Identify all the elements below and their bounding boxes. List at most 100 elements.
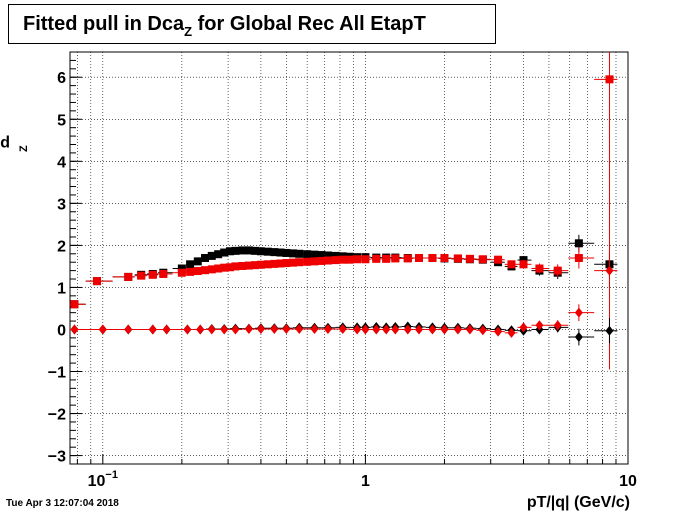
- square-point: [207, 265, 216, 274]
- diamond-point: [124, 324, 133, 335]
- data-marks: [70, 52, 618, 370]
- square-point: [331, 256, 340, 265]
- square-point: [276, 248, 285, 257]
- square-point: [323, 256, 332, 265]
- diamond-point: [453, 324, 462, 335]
- diamond-point: [70, 324, 79, 335]
- diamond-point: [465, 324, 474, 335]
- square-point: [507, 260, 516, 269]
- square-point: [201, 266, 210, 275]
- square-point: [251, 261, 260, 270]
- diamond-point: [519, 322, 528, 333]
- square-point: [124, 272, 133, 281]
- diamond-point: [553, 320, 562, 331]
- diamond-point: [98, 324, 107, 335]
- square-point: [295, 258, 304, 267]
- square-point: [478, 255, 487, 264]
- square-point: [317, 251, 326, 260]
- square-point: [303, 257, 312, 266]
- y-tick-label: −2: [48, 407, 66, 424]
- square-point: [331, 251, 340, 260]
- square-point: [263, 260, 272, 269]
- square-point: [270, 248, 279, 257]
- diamond-point: [494, 326, 503, 337]
- diamond-point: [244, 324, 253, 335]
- diamond-point: [162, 324, 171, 335]
- y-tick-label: 1: [57, 280, 66, 297]
- square-point: [148, 270, 157, 279]
- x-axis-label: pT/|q| (GeV/c): [526, 494, 630, 511]
- chart-title: Fitted pull in DcaZ for Global Rec All E…: [23, 13, 426, 39]
- square-point: [295, 249, 304, 258]
- square-point: [338, 255, 347, 264]
- axes: −3 −2 −1 0 1 2 3 4 5 6 10−1 1 10: [48, 59, 637, 490]
- square-point: [251, 246, 260, 255]
- square-point: [310, 250, 319, 259]
- timestamp: Tue Apr 3 12:07:04 2018: [6, 498, 119, 509]
- square-point: [361, 255, 370, 264]
- square-point: [276, 259, 285, 268]
- square-point: [282, 248, 291, 257]
- y-tick-label: 0: [57, 322, 66, 339]
- square-point: [372, 254, 381, 263]
- square-point: [535, 264, 544, 273]
- square-point: [317, 256, 326, 265]
- x-tick-label: 1: [361, 473, 370, 490]
- diamond-point: [183, 324, 192, 335]
- diamond-point: [361, 324, 370, 335]
- square-point: [177, 268, 186, 277]
- square-point: [440, 254, 449, 262]
- square-point: [92, 277, 101, 286]
- diamond-point: [372, 324, 381, 335]
- diamond-point: [478, 325, 487, 336]
- x-tick-label-exponent: −1: [105, 469, 118, 481]
- square-point: [310, 257, 319, 266]
- diamond-point: [391, 324, 400, 335]
- square-point: [159, 269, 168, 278]
- square-point: [428, 254, 437, 262]
- square-point: [220, 248, 229, 257]
- square-point: [256, 260, 265, 269]
- y-tick-label: −1: [48, 365, 66, 382]
- square-point: [201, 254, 210, 262]
- title-box: Fitted pull in DcaZ for Global Rec All E…: [8, 4, 496, 44]
- diamond-point: [207, 324, 216, 335]
- x-tick-label: 10: [619, 473, 637, 490]
- square-point: [323, 251, 332, 260]
- square-point: [263, 247, 272, 256]
- square-point: [403, 254, 412, 263]
- diamond-point: [507, 327, 516, 338]
- y-tick-label: 6: [57, 70, 66, 87]
- square-point: [553, 266, 562, 275]
- square-point: [494, 255, 503, 264]
- square-point: [519, 260, 528, 269]
- square-point: [303, 250, 312, 259]
- diamond-point: [256, 324, 265, 335]
- square-point: [186, 260, 195, 269]
- diamond-point: [415, 324, 424, 335]
- diamond-point: [353, 324, 362, 335]
- diamond-point: [196, 324, 205, 335]
- square-point: [270, 259, 279, 268]
- diamond-point: [231, 324, 240, 335]
- square-point: [186, 267, 195, 276]
- square-point: [193, 267, 202, 276]
- square-point: [289, 249, 298, 258]
- square-point: [220, 263, 229, 272]
- square-point: [70, 300, 79, 309]
- x-tick-label: 10−1: [88, 469, 118, 490]
- square-point: [289, 258, 298, 267]
- square-point: [231, 246, 240, 255]
- square-point: [465, 254, 474, 263]
- square-point: [225, 247, 234, 256]
- y-tick-label: 4: [57, 154, 66, 171]
- square-point: [207, 251, 216, 260]
- diamond-point: [574, 307, 583, 318]
- square-point: [256, 247, 265, 256]
- square-point: [214, 250, 223, 259]
- y-tick-label: 3: [57, 196, 66, 213]
- square-point: [453, 254, 462, 263]
- diamond-point: [338, 324, 347, 335]
- square-point: [382, 254, 391, 263]
